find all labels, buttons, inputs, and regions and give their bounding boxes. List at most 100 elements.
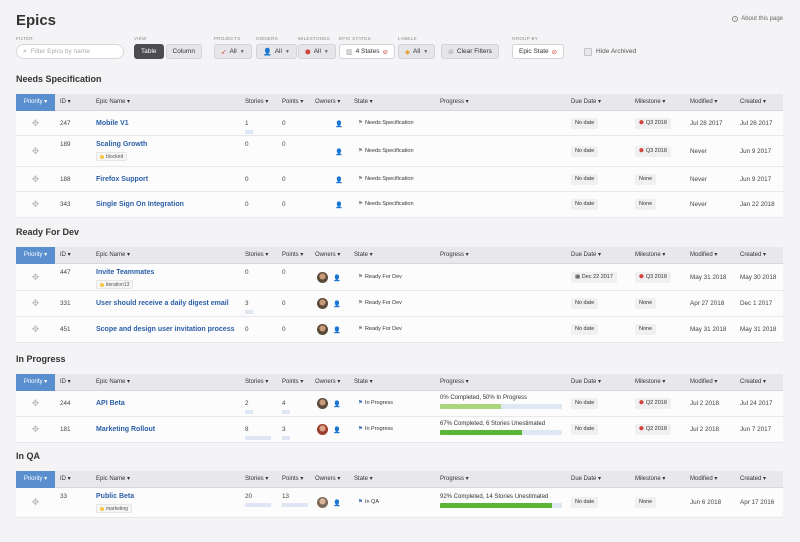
id-column-header[interactable]: ID ▾ [60, 379, 71, 385]
state-badge[interactable]: ⚑ Needs Specification [354, 146, 418, 157]
add-owner-icon[interactable]: 👤 [335, 177, 343, 184]
state-badge[interactable]: ⚑ Needs Specification [354, 199, 418, 210]
milestone-column-header[interactable]: Milestone ▾ [635, 379, 666, 385]
milestone-column-header[interactable]: Milestone ▾ [635, 476, 666, 482]
epic-label-tag[interactable]: iteration13 [96, 280, 134, 289]
created-column-header[interactable]: Created ▾ [740, 99, 767, 105]
state-column-header[interactable]: State ▾ [354, 379, 373, 385]
created-column-header[interactable]: Created ▾ [740, 252, 767, 258]
epic-name-link[interactable]: Firefox Support [96, 176, 149, 183]
epic-name-column-header[interactable]: Epic Name ▾ [96, 476, 131, 482]
add-owner-icon[interactable]: 👤 [335, 121, 343, 128]
epic-name-column-header[interactable]: Epic Name ▾ [96, 99, 131, 105]
due-date-badge[interactable]: No date [571, 424, 599, 435]
table-row[interactable]: ✥ 189 Scaling Growth blocked 0 0 👤 ⚑ Needs Speci… [16, 136, 783, 167]
due-date-column-header[interactable]: Due Date ▾ [571, 252, 602, 258]
milestone-badge[interactable]: None [635, 298, 657, 309]
due-date-badge[interactable]: No date [571, 497, 599, 508]
epic-label-tag[interactable]: blocked [96, 152, 128, 161]
epic-name-link[interactable]: Scope and design user invitation process [96, 326, 235, 333]
state-badge[interactable]: ⚑ In QA [354, 497, 383, 508]
drag-handle-icon[interactable]: ✥ [31, 398, 40, 408]
milestone-badge[interactable]: ⬢ Q3 2018 [635, 146, 671, 157]
drag-handle-icon[interactable]: ✥ [31, 272, 40, 282]
search-box[interactable]: ⌕ [16, 44, 124, 59]
table-row[interactable]: ✥ 244 API Beta 2 4 👤 ⚑ In Progress 0% Completed,… [16, 391, 783, 417]
milestone-badge[interactable]: ⬢ Q2 2018 [635, 398, 671, 409]
add-owner-icon[interactable]: 👤 [333, 301, 341, 308]
add-owner-icon[interactable]: 👤 [333, 327, 341, 334]
points-column-header[interactable]: Points ▾ [282, 252, 304, 258]
points-column-header[interactable]: Points ▾ [282, 476, 304, 482]
table-row[interactable]: ✥ 343 Single Sign On Integration 0 0 👤 ⚑ Needs … [16, 192, 783, 218]
state-column-header[interactable]: State ▾ [354, 252, 373, 258]
stories-column-header[interactable]: Stories ▾ [245, 252, 269, 258]
state-badge[interactable]: ⚑ Needs Specification [354, 174, 418, 185]
milestone-badge[interactable]: ⬢ Q2 2018 [635, 424, 671, 435]
owners-dropdown[interactable]: 👤 All ▼ [256, 44, 297, 59]
drag-handle-icon[interactable]: ✥ [31, 199, 40, 209]
table-row[interactable]: ✥ 451 Scope and design user invitation pro… [16, 317, 783, 343]
owner-avatar[interactable] [317, 272, 328, 283]
created-column-header[interactable]: Created ▾ [740, 476, 767, 482]
add-owner-icon[interactable]: 👤 [333, 401, 341, 408]
owners-column-header[interactable]: Owners ▾ [315, 476, 341, 482]
drag-handle-icon[interactable]: ✥ [31, 424, 40, 434]
drag-handle-icon[interactable]: ✥ [31, 174, 40, 184]
modified-column-header[interactable]: Modified ▾ [690, 379, 718, 385]
due-date-badge[interactable]: No date [571, 199, 599, 210]
milestone-badge[interactable]: None [635, 174, 657, 185]
search-input[interactable] [30, 48, 121, 55]
clear-icon[interactable]: ⊘ [382, 48, 388, 56]
due-date-badge[interactable]: No date [571, 174, 599, 185]
due-date-badge[interactable]: No date [571, 118, 599, 129]
epic-name-link[interactable]: Scaling Growth [96, 141, 148, 148]
about-link[interactable]: i About this page [732, 16, 783, 22]
priority-column-header[interactable]: Priority ▾ [16, 247, 55, 264]
drag-handle-icon[interactable]: ✥ [31, 146, 40, 156]
group-by-dropdown[interactable]: Epic State ⊘ [512, 44, 565, 59]
table-row[interactable]: ✥ 188 Firefox Support 0 0 👤 ⚑ Needs Specificati… [16, 167, 783, 192]
epic-name-link[interactable]: User should receive a daily digest email [96, 300, 229, 307]
milestone-badge[interactable]: ⬢ Q3 2018 [635, 272, 671, 283]
state-badge[interactable]: ⚑ In Progress [354, 424, 397, 435]
epic-label-tag[interactable]: marketing [96, 504, 132, 513]
projects-dropdown[interactable]: ➶ All ▼ [214, 44, 252, 59]
view-table-button[interactable]: Table [134, 44, 164, 59]
epic-name-link[interactable]: Public Beta [96, 493, 135, 500]
due-date-badge[interactable]: No date [571, 398, 599, 409]
due-date-column-header[interactable]: Due Date ▾ [571, 379, 602, 385]
stories-column-header[interactable]: Stories ▾ [245, 99, 269, 105]
due-date-badge[interactable]: No date [571, 324, 599, 335]
add-owner-icon[interactable]: 👤 [333, 500, 341, 507]
state-column-header[interactable]: State ▾ [354, 476, 373, 482]
table-row[interactable]: ✥ 447 Invite Teammates iteration13 0 0 👤 ⚑ Ready… [16, 264, 783, 291]
priority-column-header[interactable]: Priority ▾ [16, 471, 55, 488]
labels-dropdown[interactable]: ◆ All ▼ [398, 44, 436, 59]
modified-column-header[interactable]: Modified ▾ [690, 252, 718, 258]
modified-column-header[interactable]: Modified ▾ [690, 476, 718, 482]
owner-avatar[interactable] [317, 497, 328, 508]
state-badge[interactable]: ⚑ Needs Specification [354, 118, 418, 129]
epic-name-link[interactable]: Invite Teammates [96, 269, 155, 276]
state-column-header[interactable]: State ▾ [354, 99, 373, 105]
owners-column-header[interactable]: Owners ▾ [315, 99, 341, 105]
hide-archived-toggle[interactable]: Hide Archived [584, 44, 636, 59]
owners-column-header[interactable]: Owners ▾ [315, 252, 341, 258]
epic-name-link[interactable]: Marketing Rollout [96, 426, 156, 433]
state-badge[interactable]: ⚑ In Progress [354, 398, 397, 409]
progress-column-header[interactable]: Progress ▾ [440, 252, 469, 258]
drag-handle-icon[interactable]: ✥ [31, 298, 40, 308]
due-date-column-header[interactable]: Due Date ▾ [571, 476, 602, 482]
modified-column-header[interactable]: Modified ▾ [690, 99, 718, 105]
owner-avatar[interactable] [317, 424, 328, 435]
stories-column-header[interactable]: Stories ▾ [245, 476, 269, 482]
add-owner-icon[interactable]: 👤 [335, 202, 343, 209]
table-row[interactable]: ✥ 33 Public Beta marketing 20 13 👤 ⚑ In QA 92% Co… [16, 488, 783, 518]
epic-states-dropdown[interactable]: ▥ 4 States ⊘ [339, 44, 395, 59]
milestones-dropdown[interactable]: ⬢ All ▼ [298, 44, 336, 59]
due-date-badge[interactable]: No date [571, 298, 599, 309]
table-row[interactable]: ✥ 331 User should receive a daily digest e… [16, 291, 783, 317]
milestone-badge[interactable]: None [635, 324, 657, 335]
epic-name-column-header[interactable]: Epic Name ▾ [96, 252, 131, 258]
